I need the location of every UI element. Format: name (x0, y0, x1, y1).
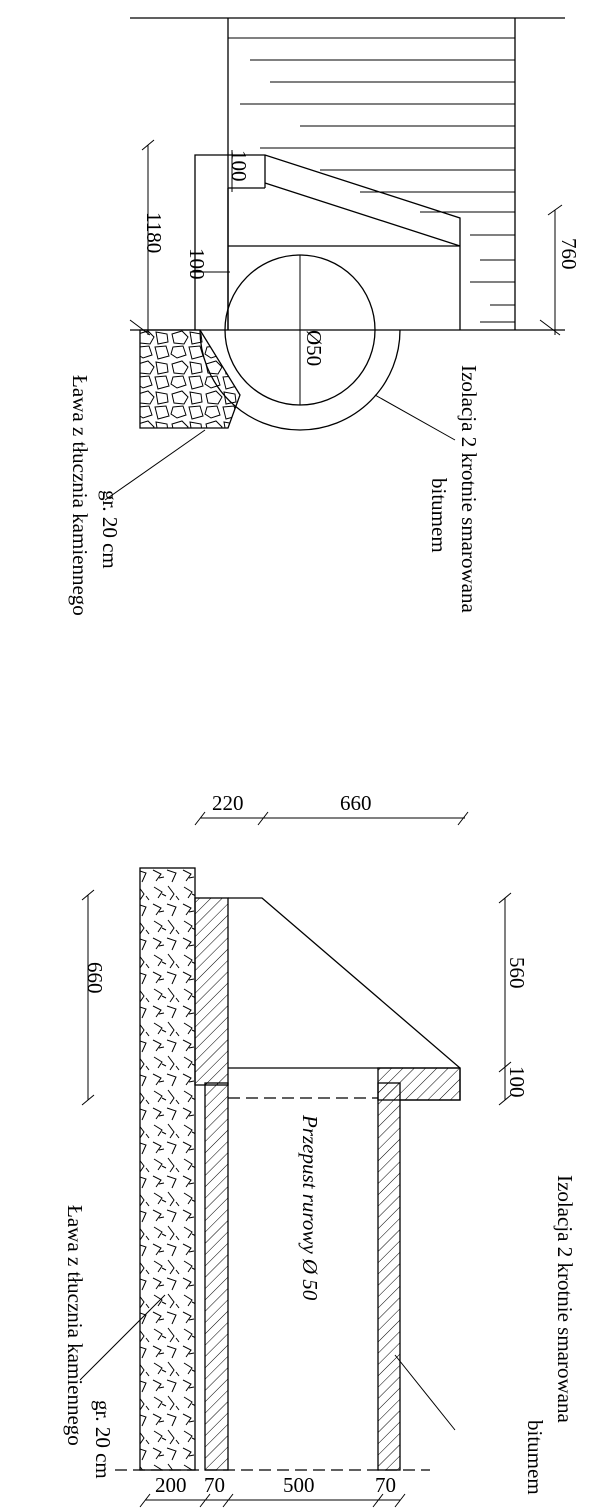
drawing-line (257, 811, 269, 826)
drawing-line (498, 1061, 512, 1073)
bench-label: Ława z tłucznia kamiennego (68, 375, 92, 616)
dim-top: 220 (212, 791, 244, 815)
dim-bottom: 500 (283, 1473, 315, 1497)
dim-wall-top: 100 (227, 150, 251, 182)
dim-left: 660 (83, 962, 107, 994)
bench-label: gr. 20 cm (91, 1400, 115, 1479)
drawing-line (81, 889, 95, 901)
insulation-label: bitumem (427, 478, 451, 553)
top-view: 1180 100 100 Ø50 760 Izolacja 2 krotnie … (68, 17, 581, 616)
drawing-line (204, 1082, 229, 1471)
drawing-line (498, 892, 512, 904)
drawing-line (377, 1082, 401, 1471)
drawing-line (194, 811, 206, 826)
drawing-line (394, 1354, 456, 1431)
drawing-line (394, 1493, 406, 1508)
drawing-line (222, 1493, 234, 1508)
dim-depth: 760 (557, 238, 581, 270)
drawing-line (139, 1493, 151, 1508)
dim-pipe: Ø50 (302, 330, 326, 366)
drawing-line (372, 1493, 384, 1508)
insulation-label: bitumem (523, 1420, 547, 1495)
drawing-line (199, 1493, 211, 1508)
drawing-line (547, 204, 563, 216)
bench-label: gr. 20 cm (98, 490, 122, 569)
drawing-line (374, 394, 456, 441)
fill-lines (228, 37, 515, 323)
dim-right: 560 (505, 957, 529, 989)
drawing-line (139, 867, 196, 1471)
drawing-line (264, 182, 461, 247)
drawing-line (457, 811, 469, 826)
drawing-line (139, 329, 241, 429)
insulation-label: Izolacja 2 krotnie smarowana (457, 365, 481, 613)
drawing-line (79, 1294, 166, 1381)
dim-bottom: 200 (155, 1473, 187, 1497)
dim-bottom: 70 (375, 1473, 396, 1497)
drawing-line (498, 1094, 512, 1106)
drawing-line (539, 319, 561, 336)
dim-top: 660 (340, 791, 372, 815)
drawing-line (129, 319, 151, 336)
dim-bottom: 70 (204, 1473, 225, 1497)
insulation-label: Izolacja 2 krotnie smarowana (553, 1175, 577, 1423)
drawing-line (81, 1094, 95, 1106)
pipe-label: Przepust rurowy Ø 50 (298, 1114, 322, 1301)
drawing-line (104, 429, 206, 501)
section-view: 220 660 660 560 100 Przepust rurowy Ø 50… (63, 791, 577, 1508)
drawing-line (194, 897, 229, 1086)
dim-right: 100 (505, 1066, 529, 1098)
drawing-line (141, 139, 155, 151)
bench-label: Ława z tłucznia kamiennego (63, 1205, 87, 1446)
dim-wall-width: 100 (185, 248, 209, 280)
dim-height: 1180 (142, 212, 166, 253)
